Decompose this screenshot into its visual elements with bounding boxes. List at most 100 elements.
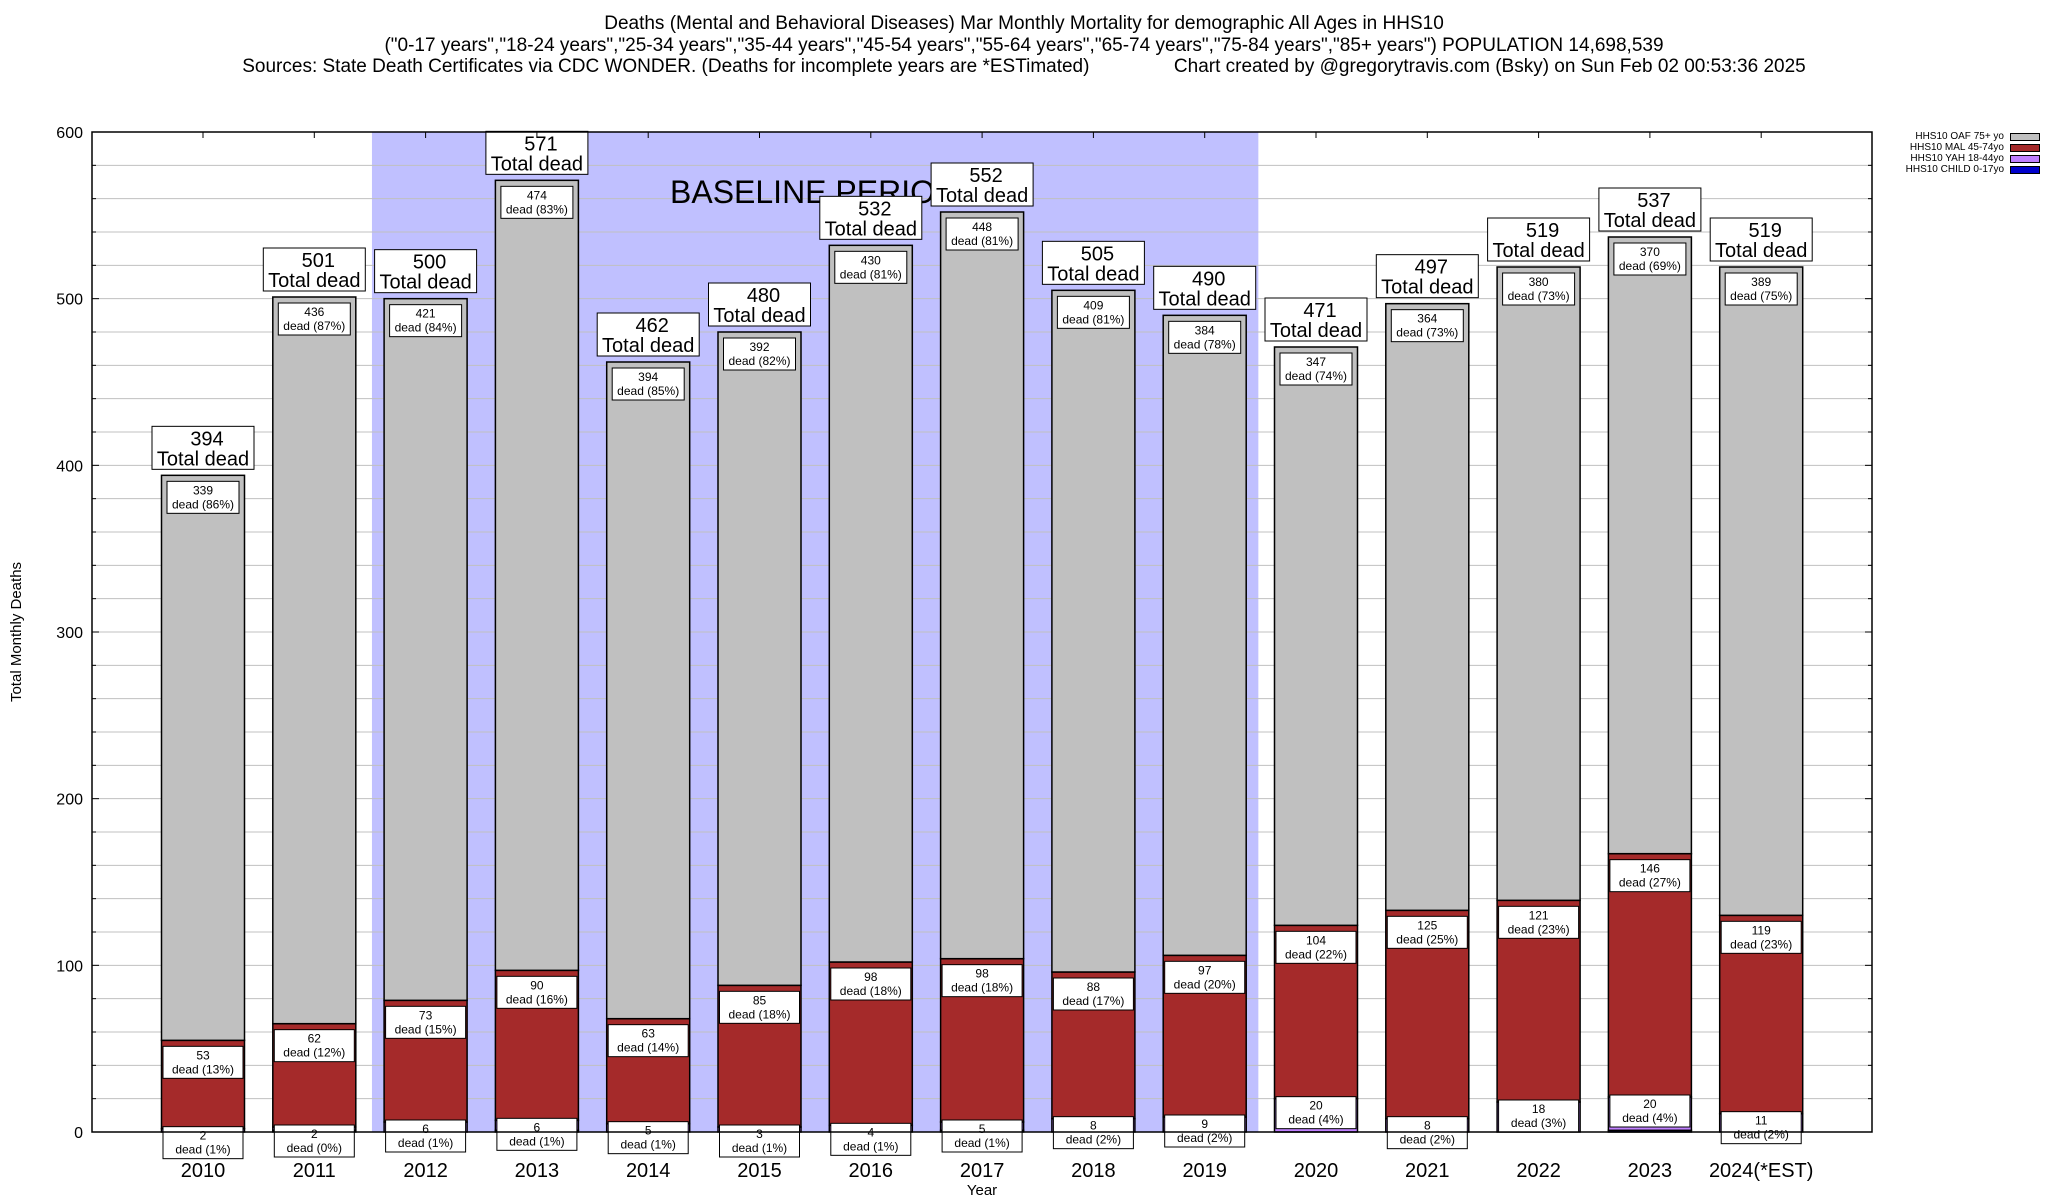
segment-label-box bbox=[1502, 272, 1576, 306]
total-label-box bbox=[1487, 217, 1591, 262]
segment-label-value: 430 bbox=[861, 253, 881, 267]
total-label-value: 537 bbox=[1637, 190, 1670, 212]
x-tick-label: 2016 bbox=[849, 1160, 894, 1182]
segment-label-box bbox=[611, 367, 685, 401]
segment-label-box bbox=[496, 975, 578, 1009]
segment-label-box bbox=[1498, 905, 1580, 939]
total-label-text: Total dead bbox=[1047, 263, 1139, 285]
segment-label-pct: dead (81%) bbox=[951, 234, 1013, 248]
legend-item: HHS10 CHILD 0-17yo bbox=[1860, 164, 2040, 175]
total-label-box bbox=[1153, 265, 1257, 310]
legend-swatch bbox=[2010, 143, 2040, 152]
segment-label-box bbox=[1056, 295, 1130, 329]
bar-segment-oaf bbox=[717, 331, 802, 987]
bar-segment-oaf bbox=[1607, 236, 1693, 855]
x-tick-label: 2014 bbox=[626, 1160, 671, 1182]
x-tick-label: 2023 bbox=[1628, 1160, 1673, 1182]
segment-label-pct: dead (2%) bbox=[1177, 1131, 1232, 1145]
segment-label-value: 5 bbox=[979, 1122, 986, 1136]
segment-label-value: 121 bbox=[1529, 908, 1549, 922]
total-label-box bbox=[930, 162, 1034, 207]
segment-label-pct: dead (87%) bbox=[283, 319, 345, 333]
total-label-value: 532 bbox=[858, 198, 891, 220]
segment-label-box bbox=[1164, 1114, 1246, 1148]
total-label-value: 552 bbox=[969, 165, 1002, 187]
segment-label-box bbox=[941, 964, 1023, 998]
segment-label-value: 125 bbox=[1417, 918, 1437, 932]
segment-label-pct: dead (1%) bbox=[843, 1139, 898, 1153]
segment-label-pct: dead (0%) bbox=[287, 1141, 342, 1155]
segment-label-box bbox=[1720, 920, 1802, 954]
legend-label: HHS10 CHILD 0-17yo bbox=[1905, 164, 2004, 175]
x-tick-label: 2021 bbox=[1405, 1160, 1450, 1182]
segment-label-box bbox=[1168, 320, 1242, 354]
segment-label-box bbox=[607, 1024, 689, 1058]
segment-label-value: 119 bbox=[1752, 923, 1771, 937]
segment-label-box bbox=[719, 990, 800, 1024]
total-label-text: Total dead bbox=[602, 335, 694, 357]
total-label-value: 519 bbox=[1749, 220, 1782, 242]
total-label-box bbox=[596, 312, 700, 357]
segment-label-pct: dead (17%) bbox=[1062, 994, 1124, 1008]
segment-label-pct: dead (4%) bbox=[1622, 1111, 1677, 1125]
x-tick-label: 2012 bbox=[403, 1160, 448, 1182]
segment-label-box bbox=[941, 1119, 1023, 1153]
total-label-value: 505 bbox=[1081, 243, 1114, 265]
segment-label-value: 3 bbox=[756, 1127, 763, 1141]
segment-label-pct: dead (84%) bbox=[395, 321, 457, 335]
segment-label-pct: dead (2%) bbox=[1066, 1133, 1121, 1147]
segment-label-box bbox=[273, 1029, 355, 1063]
total-label-value: 571 bbox=[524, 133, 557, 155]
segment-label-box bbox=[1724, 272, 1798, 306]
segment-label-box bbox=[1164, 960, 1246, 994]
segment-label-box bbox=[389, 304, 463, 338]
segment-label-box bbox=[1052, 977, 1134, 1011]
segment-label-box bbox=[166, 480, 240, 514]
segment-label-value: 474 bbox=[527, 188, 547, 202]
segment-label-value: 2 bbox=[311, 1127, 318, 1141]
segment-label-pct: dead (1%) bbox=[509, 1134, 564, 1148]
segment-label-value: 18 bbox=[1532, 1102, 1546, 1116]
bar-segment-oaf bbox=[828, 244, 914, 963]
segment-label-pct: dead (3%) bbox=[1511, 1116, 1566, 1130]
y-tick-label: 100 bbox=[56, 958, 83, 975]
bar-segment-oaf bbox=[272, 296, 357, 1025]
chart-subtitle: ("0-17 years","18-24 years","25-34 years… bbox=[384, 35, 1664, 56]
segment-label-box bbox=[1279, 352, 1353, 386]
bar-segment-oaf bbox=[1051, 289, 1136, 973]
bar-segment-oaf bbox=[494, 179, 580, 972]
total-label-text: Total dead bbox=[713, 305, 805, 327]
segment-label-value: 90 bbox=[530, 978, 544, 992]
total-label-value: 497 bbox=[1415, 257, 1448, 279]
total-label-box bbox=[374, 249, 478, 294]
segment-label-pct: dead (13%) bbox=[172, 1062, 234, 1076]
segment-label-box bbox=[830, 967, 912, 1001]
total-label-text: Total dead bbox=[1381, 277, 1473, 299]
segment-label-value: 364 bbox=[1417, 312, 1437, 326]
total-label-text: Total dead bbox=[1604, 210, 1696, 232]
segment-label-box bbox=[385, 1005, 467, 1039]
segment-label-box bbox=[945, 217, 1019, 251]
legend-item: HHS10 YAH 18-44yo bbox=[1860, 153, 2040, 164]
total-label-text: Total dead bbox=[268, 270, 360, 292]
x-tick-label: 2011 bbox=[293, 1160, 336, 1182]
legend-label: HHS10 OAF 75+ yo bbox=[1915, 131, 2004, 142]
x-tick-label: 2013 bbox=[515, 1160, 560, 1182]
segment-label-value: 409 bbox=[1083, 298, 1103, 312]
segment-label-pct: dead (20%) bbox=[1174, 977, 1236, 991]
legend-item: HHS10 MAL 45-74yo bbox=[1860, 142, 2040, 153]
x-tick-label: 2019 bbox=[1182, 1160, 1227, 1182]
segment-label-box bbox=[1720, 1111, 1802, 1145]
segment-label-value: 6 bbox=[422, 1122, 429, 1136]
total-label-box bbox=[1598, 187, 1702, 232]
legend-label: HHS10 MAL 45-74yo bbox=[1909, 142, 2004, 153]
segment-label-value: 339 bbox=[193, 483, 213, 497]
segment-label-pct: dead (1%) bbox=[398, 1136, 453, 1150]
y-axis-label: Total Monthly Deaths bbox=[8, 562, 25, 702]
segment-label-pct: dead (81%) bbox=[840, 267, 902, 281]
segment-label-pct: dead (2%) bbox=[1400, 1133, 1455, 1147]
segment-label-pct: dead (23%) bbox=[1730, 937, 1792, 951]
segment-label-value: 98 bbox=[975, 967, 989, 981]
segment-label-pct: dead (1%) bbox=[732, 1141, 787, 1155]
segment-label-value: 380 bbox=[1529, 275, 1549, 289]
